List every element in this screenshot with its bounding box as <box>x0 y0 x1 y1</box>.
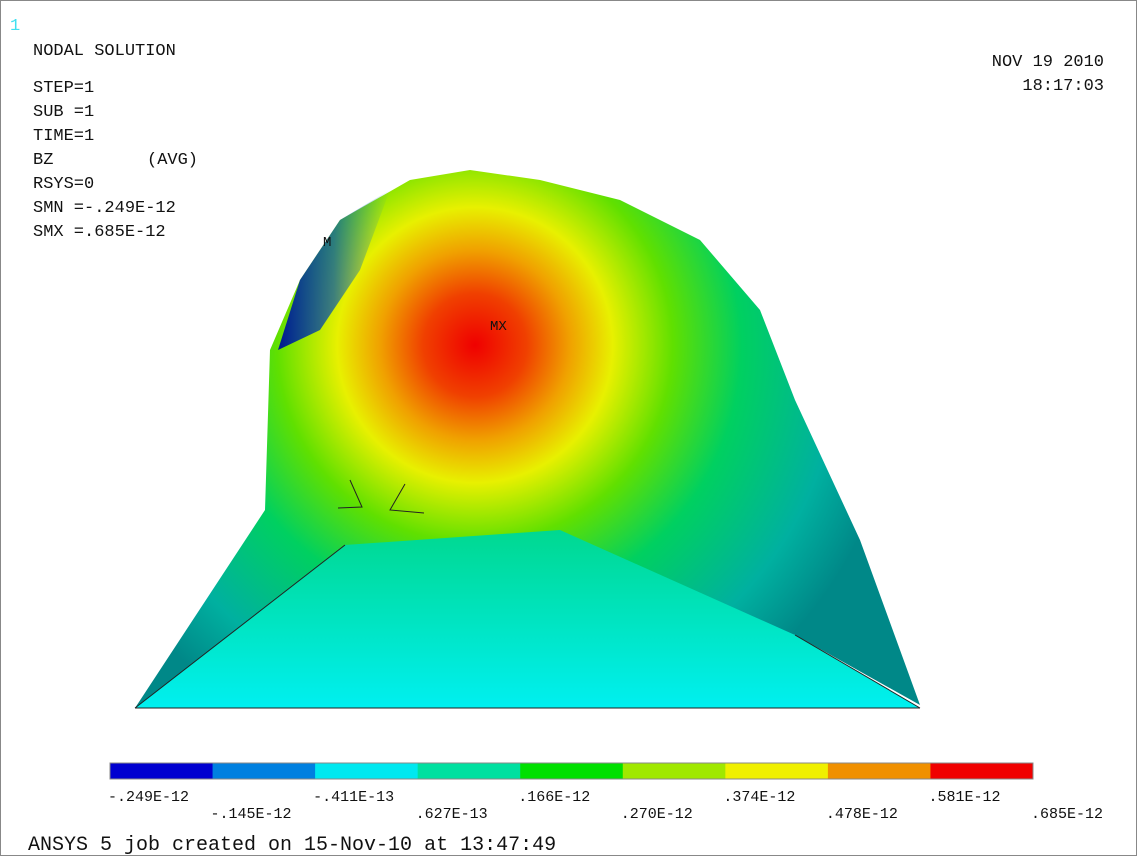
legend-swatch <box>827 763 931 779</box>
date: NOV 19 2010 <box>992 53 1104 72</box>
footer: ANSYS 5 job created on 15-Nov-10 at 13:4… <box>28 834 556 856</box>
legend-border <box>109 762 1034 780</box>
info-line: RSYS=0 <box>33 175 94 194</box>
legend-label: .270E-12 <box>621 806 693 823</box>
info-lines: STEP=1 SUB =1 TIME=1 BZ RSYS=0 SMN =-.249E-12… <box>33 79 176 242</box>
min-marker: M <box>323 235 331 251</box>
legend-swatch <box>725 763 829 779</box>
avg-label: (AVG) <box>147 151 198 170</box>
info-line: SMN =-.249E-12 <box>33 199 176 218</box>
plot-title: NODAL SOLUTION <box>33 42 176 61</box>
legend-swatch <box>110 763 214 779</box>
model-floor <box>135 530 920 708</box>
legend-swatch <box>930 763 1034 779</box>
legend-swatch <box>520 763 624 779</box>
info-line: BZ <box>33 151 53 170</box>
window-number: 1 <box>10 17 20 36</box>
info-line: SUB =1 <box>33 103 94 122</box>
legend-label: .478E-12 <box>826 806 898 823</box>
edge <box>134 544 346 709</box>
legend-swatch <box>315 763 419 779</box>
legend-swatch <box>622 763 726 779</box>
time: 18:17:03 <box>1022 77 1104 96</box>
legend-swatch <box>212 763 316 779</box>
symbol <box>389 483 425 514</box>
legend-label: .166E-12 <box>518 789 590 806</box>
legend-label: .374E-12 <box>723 789 795 806</box>
edge <box>794 634 921 709</box>
legend-label: -.411E-13 <box>313 789 394 806</box>
max-marker: MX <box>490 319 507 335</box>
cold-region <box>278 190 390 350</box>
legend-label: .627E-13 <box>416 806 488 823</box>
info-line: TIME=1 <box>33 127 94 146</box>
legend-label: -.249E-12 <box>108 789 189 806</box>
legend-label: -.145E-12 <box>211 806 292 823</box>
info-line: STEP=1 <box>33 79 94 98</box>
legend-swatch <box>417 763 521 779</box>
symbol <box>337 479 363 509</box>
legend-label: .581E-12 <box>928 789 1000 806</box>
legend: -.249E-12 -.145E-12 -.411E-13 .627E-13 .166E… <box>108 762 1103 823</box>
info-line: SMX =.685E-12 <box>33 223 166 242</box>
legend-label: .685E-12 <box>1031 806 1103 823</box>
